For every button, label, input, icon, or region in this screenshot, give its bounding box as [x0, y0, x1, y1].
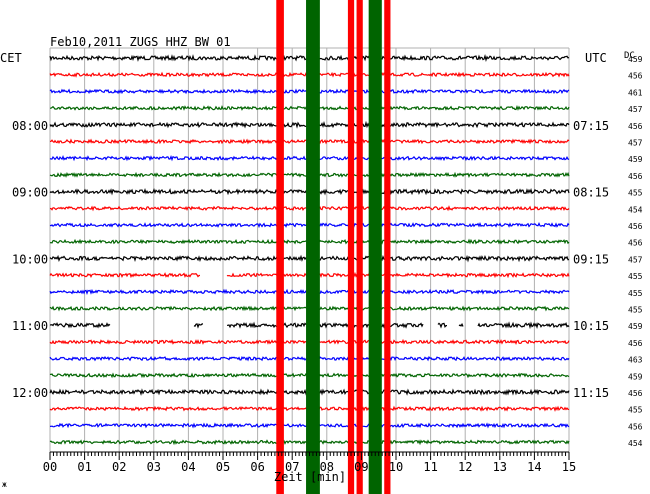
dc-offset-label: 461 [628, 88, 643, 97]
dc-offset-label: 457 [628, 255, 643, 264]
left-time-label: 12:00 [12, 386, 48, 400]
x-tick-label: 07 [285, 460, 299, 474]
x-tick-label: 02 [112, 460, 126, 474]
x-tick-label: 10 [389, 460, 403, 474]
dc-offset-label: 459 [628, 55, 643, 64]
x-tick-label: 03 [147, 460, 161, 474]
dc-offset-label: 456 [628, 122, 643, 131]
right-time-label: 07:15 [573, 119, 609, 133]
x-tick-label: 11 [423, 460, 437, 474]
x-tick-label: 08 [320, 460, 334, 474]
chart-title: Feb10,2011 ZUGS HHZ BW 01 [50, 35, 231, 49]
dc-offset-label: 456 [628, 239, 643, 248]
x-tick-label: 01 [77, 460, 91, 474]
right-time-label: 09:15 [573, 252, 609, 266]
x-tick-label: 06 [250, 460, 264, 474]
x-tick-label: 15 [562, 460, 576, 474]
left-timezone-label: CET [0, 51, 22, 65]
dc-offset-label: 456 [628, 222, 643, 231]
left-time-labels: 08:00 09:00 10:00 11:00 12:00 [12, 119, 48, 400]
x-tick-label: 12 [458, 460, 472, 474]
event-burst [347, 0, 355, 494]
dc-offset-label: 455 [628, 406, 643, 415]
dc-offset-label: 457 [628, 139, 643, 148]
dc-offset-label: 456 [628, 422, 643, 431]
left-time-label: 11:00 [12, 319, 48, 333]
x-tick-label: 14 [527, 460, 541, 474]
right-time-label: 08:15 [573, 186, 609, 200]
seismic-event-bursts [276, 0, 391, 494]
x-tick-label: 09 [354, 460, 368, 474]
left-time-label: 09:00 [12, 186, 48, 200]
dc-offset-label: 459 [628, 155, 643, 164]
dc-offset-label: 463 [628, 356, 643, 365]
event-burst [276, 0, 284, 494]
dc-offset-label: 456 [628, 339, 643, 348]
event-burst [306, 0, 320, 494]
dc-offset-label: 459 [628, 322, 643, 331]
right-time-label: 10:15 [573, 319, 609, 333]
event-burst [384, 0, 391, 494]
dc-offset-label: 456 [628, 172, 643, 181]
dc-offset-label: 459 [628, 372, 643, 381]
right-time-label: 11:15 [573, 386, 609, 400]
x-axis-label: Zeit [min] [274, 470, 346, 484]
x-tick-label: 04 [181, 460, 195, 474]
right-timezone-label: UTC [585, 51, 607, 65]
dc-offset-label: 457 [628, 105, 643, 114]
right-time-labels: 07:15 08:15 09:15 10:15 11:15 [573, 119, 609, 400]
left-time-label: 08:00 [12, 119, 48, 133]
dc-offset-label: 455 [628, 189, 643, 198]
x-tick-label: 13 [493, 460, 507, 474]
dc-offset-labels: 459 456 461 457 456 457 459 456 455 454 456 456 457 4… [628, 55, 643, 448]
x-tick-label: 05 [216, 460, 230, 474]
x-tick-label: 00 [43, 460, 57, 474]
dc-offset-label: 455 [628, 306, 643, 315]
trace-line [49, 321, 570, 330]
dc-offset-label: 455 [628, 289, 643, 298]
x-axis: 00 01 02 03 04 05 06 07 08 09 10 11 12 13 14 15 [43, 451, 576, 474]
dc-header-label: DC [624, 51, 635, 61]
event-burst [368, 0, 382, 494]
dc-offset-label: 454 [628, 205, 643, 214]
left-time-label: 10:00 [12, 252, 48, 266]
event-burst [356, 0, 363, 494]
trace-line [49, 271, 570, 279]
dc-offset-label: 454 [628, 439, 643, 448]
dc-offset-label: 456 [628, 389, 643, 398]
corner-mark: ж [2, 480, 7, 489]
dc-offset-label: 456 [628, 72, 643, 81]
dc-offset-label: 455 [628, 272, 643, 281]
